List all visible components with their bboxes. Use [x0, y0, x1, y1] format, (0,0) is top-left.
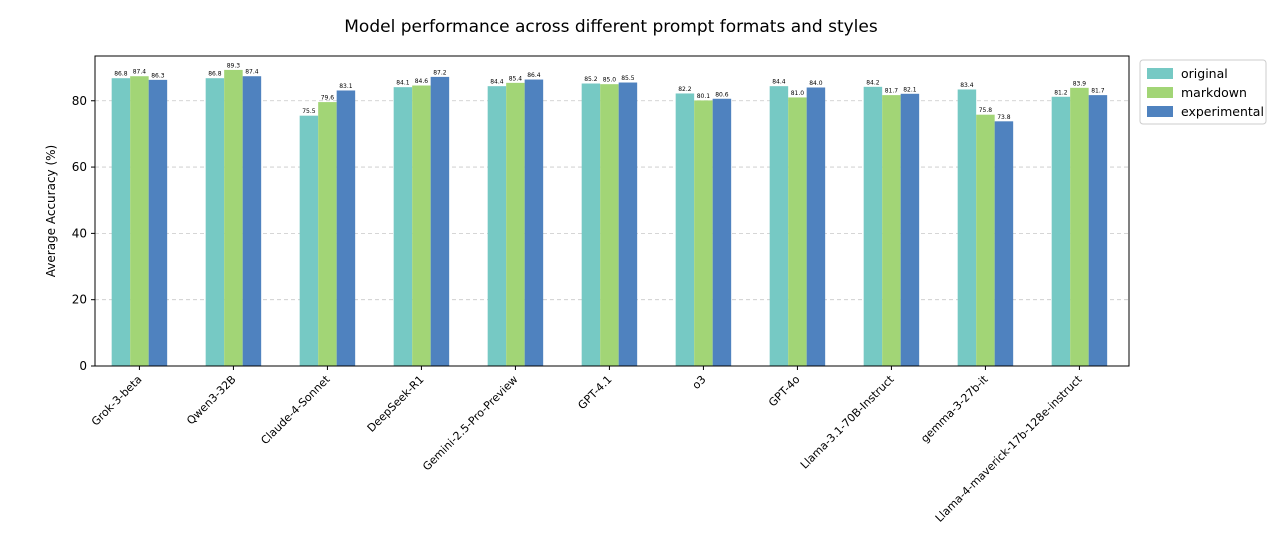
- value-label: 81.7: [885, 88, 899, 95]
- x-tick-label: Llama-3.1-70B-Instruct: [798, 372, 897, 471]
- bar-original: [1051, 96, 1071, 366]
- bar-original: [487, 86, 507, 367]
- value-label: 85.5: [621, 75, 635, 82]
- bar-experimental: [148, 79, 168, 367]
- value-label: 85.0: [603, 77, 617, 84]
- y-tick-label: 80: [72, 94, 87, 108]
- x-tick-label: Gemini-2.5-Pro-Preview: [420, 373, 520, 473]
- bar-original: [581, 83, 601, 367]
- value-label: 85.4: [509, 75, 523, 82]
- value-label: 87.4: [133, 69, 147, 76]
- bar-experimental: [336, 90, 356, 366]
- legend-swatch-markdown: [1147, 87, 1173, 98]
- bar-markdown: [600, 84, 619, 366]
- bar-experimental: [430, 76, 450, 367]
- bar-original: [769, 86, 789, 367]
- x-tick-label: o3: [690, 373, 709, 392]
- bar-experimental: [242, 76, 262, 366]
- value-label: 75.8: [979, 107, 993, 114]
- x-tick-label: Llama-4-maverick-17b-128e-instruct: [933, 372, 1085, 524]
- value-label: 80.6: [715, 91, 729, 98]
- bar-experimental: [1088, 95, 1108, 367]
- legend: original markdown experimental: [1139, 59, 1267, 125]
- x-tick-label: GPT-4o: [766, 373, 803, 410]
- value-label: 84.2: [866, 79, 880, 86]
- value-label: 85.2: [584, 76, 598, 83]
- value-label: 82.2: [678, 86, 692, 93]
- value-label: 73.8: [997, 114, 1011, 121]
- bar-original: [675, 93, 695, 366]
- x-ticks: Grok-3-beta Qwen3-32B Claude-4-Sonnet DeepS…: [89, 366, 1085, 525]
- y-tick-label: 20: [72, 293, 87, 307]
- bar-markdown: [506, 82, 525, 366]
- bar-original: [863, 86, 883, 366]
- bar-original: [393, 87, 413, 367]
- y-ticks: 0 20 40 60 80: [72, 94, 95, 373]
- value-label: 84.0: [809, 80, 823, 87]
- bar-experimental: [900, 93, 920, 367]
- bar-markdown: [788, 97, 807, 366]
- value-label: 87.4: [245, 69, 259, 76]
- value-label: 75.5: [302, 108, 316, 115]
- bar-markdown: [694, 100, 713, 367]
- value-label: 84.4: [772, 79, 786, 86]
- bar-experimental: [618, 82, 638, 367]
- bar-markdown: [318, 102, 337, 366]
- gridlines: [95, 100, 1129, 301]
- x-tick-label: Qwen3-32B: [184, 373, 238, 427]
- legend-entry-experimental: experimental: [1181, 104, 1264, 119]
- bar-experimental: [806, 87, 826, 367]
- chart-title: Model performance across different promp…: [344, 17, 878, 37]
- bar-markdown: [882, 95, 901, 367]
- x-tick-label: gemma-3-27b-it: [918, 372, 991, 445]
- bar-experimental: [994, 121, 1014, 366]
- y-tick-label: 40: [72, 226, 87, 240]
- x-tick-label: GPT-4.1: [575, 373, 614, 412]
- value-label: 84.1: [396, 80, 410, 87]
- y-tick-label: 60: [72, 160, 87, 174]
- value-label: 89.3: [227, 62, 241, 69]
- value-label: 81.0: [791, 90, 805, 97]
- value-label: 84.4: [490, 79, 504, 86]
- value-label: 83.1: [339, 83, 353, 90]
- value-label: 87.2: [433, 69, 447, 76]
- value-label: 81.7: [1091, 88, 1105, 95]
- value-label: 84.6: [415, 78, 429, 85]
- x-tick-label: DeepSeek-R1: [365, 373, 427, 435]
- value-label: 79.6: [321, 95, 335, 102]
- value-label: 83.4: [960, 82, 974, 89]
- bar-markdown: [224, 69, 243, 366]
- value-label: 80.1: [697, 93, 711, 100]
- bar-original: [957, 89, 977, 366]
- bar-markdown: [412, 85, 431, 366]
- legend-entry-original: original: [1181, 66, 1228, 81]
- legend-swatch-experimental: [1147, 106, 1173, 117]
- bar-markdown: [1070, 87, 1089, 366]
- y-tick-label: 0: [79, 359, 87, 373]
- bars: [111, 69, 1108, 367]
- y-axis-label: Average Accuracy (%): [44, 145, 58, 277]
- bar-markdown: [976, 114, 995, 366]
- value-label: 82.1: [903, 86, 917, 93]
- legend-entry-markdown: markdown: [1181, 85, 1247, 100]
- bar-original: [205, 78, 225, 367]
- bar-experimental: [712, 98, 732, 366]
- value-label: 86.4: [527, 72, 541, 79]
- legend-swatch-original: [1147, 68, 1173, 79]
- value-label: 86.8: [114, 71, 128, 78]
- bar-markdown: [130, 76, 149, 366]
- bar-original: [299, 115, 319, 367]
- value-label: 86.8: [208, 71, 222, 78]
- bar-experimental: [524, 79, 544, 367]
- value-label: 81.2: [1054, 89, 1068, 96]
- plot-frame: [94, 55, 1130, 367]
- value-label: 83.9: [1073, 80, 1087, 87]
- bar-original: [111, 78, 131, 367]
- x-tick-label: Claude-4-Sonnet: [258, 372, 333, 447]
- value-labels: 86.8 87.4 86.3 86.8 89.3 87.4 75.5 79.6 83.1 84.1…: [114, 62, 1105, 120]
- x-tick-label: Grok-3-beta: [89, 373, 145, 429]
- value-label: 86.3: [151, 72, 165, 79]
